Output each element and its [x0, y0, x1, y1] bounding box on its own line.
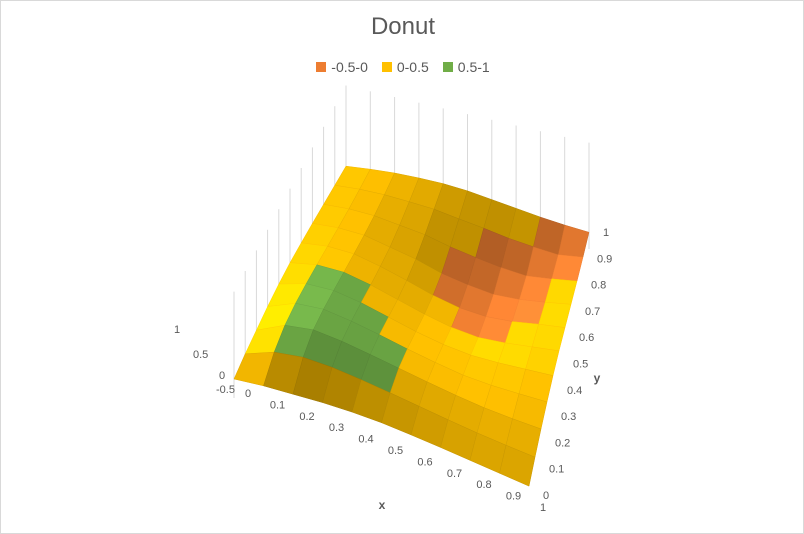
legend-item-mid: 0-0.5: [381, 59, 429, 75]
x-tick-label: 0.6: [417, 456, 432, 468]
legend-item-high: 0.5-1: [442, 59, 490, 75]
y-axis-title: y: [594, 371, 601, 385]
y-tick-label: 0.7: [585, 306, 600, 318]
surface-facet: [499, 444, 536, 487]
legend-label-high: 0.5-1: [457, 59, 490, 75]
y-tick-label: 0.8: [591, 280, 606, 292]
x-tick-label: 0.2: [299, 411, 314, 423]
y-tick-label: 0.1: [549, 464, 564, 476]
y-tick-label: 0: [543, 490, 549, 502]
z-tick-label: 1: [174, 324, 180, 336]
x-tick-label: 0.9: [506, 491, 521, 503]
legend-label-mid: 0-0.5: [396, 59, 429, 75]
legend-swatch-neg: [316, 62, 327, 72]
z-tick-label: 0.5: [193, 349, 208, 361]
legend: -0.5-0 0-0.5 0.5-1: [1, 59, 803, 75]
legend-label-neg: -0.5-0: [331, 59, 368, 75]
z-tick-label: -0.5: [216, 384, 235, 396]
legend-item-neg: -0.5-0: [316, 59, 368, 75]
x-tick-label: 0.1: [270, 399, 285, 411]
x-tick-label: 0.5: [388, 445, 403, 457]
y-tick-label: 1: [603, 227, 609, 239]
z-tick-label: 0: [219, 370, 225, 382]
y-tick-label: 0.2: [555, 437, 570, 449]
y-tick-label: 0.6: [579, 332, 594, 344]
x-tick-label: 0.7: [447, 468, 462, 480]
x-tick-label: 0.3: [329, 422, 344, 434]
x-axis-title: x: [379, 498, 386, 512]
chart-title: Donut: [370, 13, 436, 40]
legend-swatch-high: [442, 62, 453, 72]
x-tick-label: 0.8: [476, 479, 491, 491]
y-tick-label: 0.3: [561, 411, 576, 423]
x-tick-label: 1: [540, 502, 546, 514]
legend-swatch-mid: [381, 62, 392, 72]
x-tick-label: 0.4: [358, 434, 373, 446]
x-tick-label: 0: [245, 388, 251, 400]
y-tick-label: 0.4: [567, 385, 582, 397]
y-tick-label: 0.9: [597, 253, 612, 265]
y-tick-label: 0.5: [573, 359, 588, 371]
